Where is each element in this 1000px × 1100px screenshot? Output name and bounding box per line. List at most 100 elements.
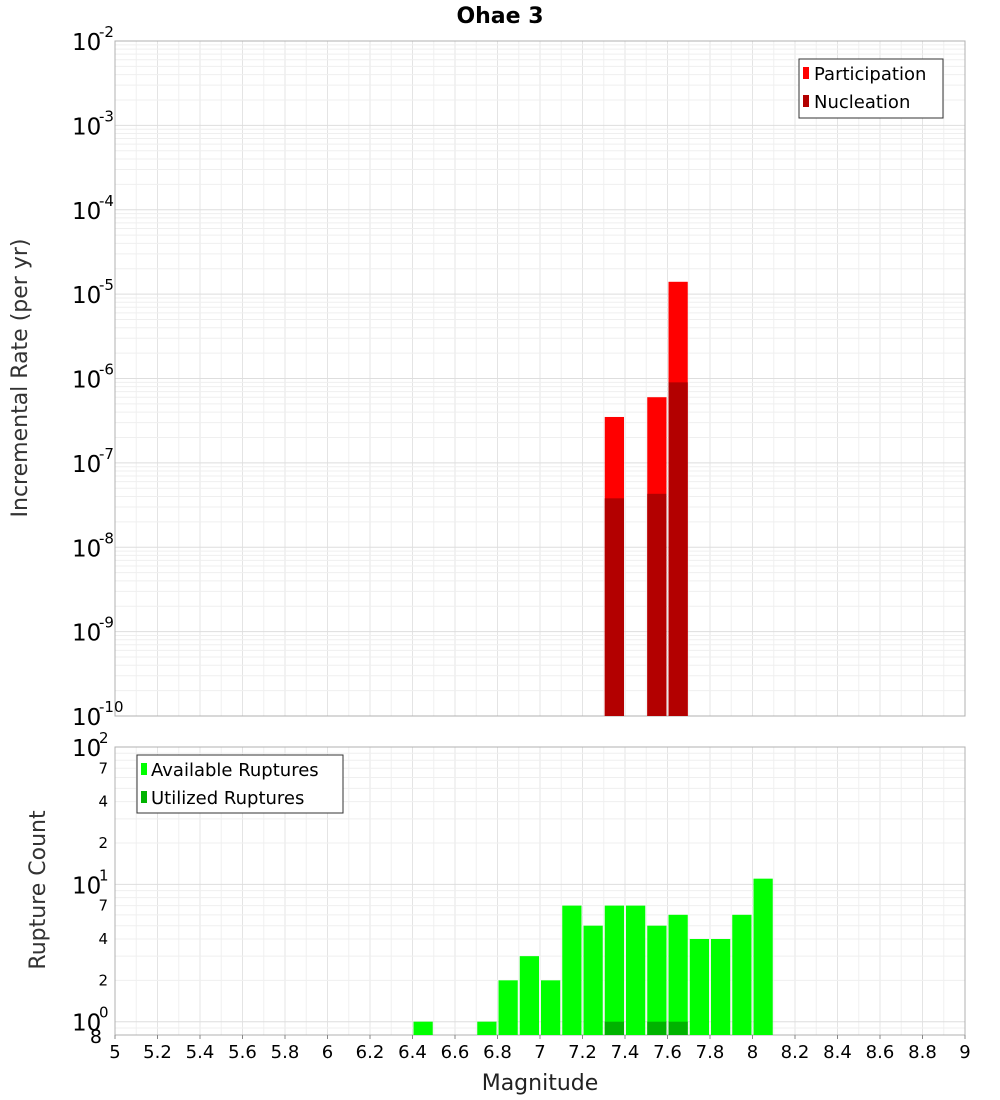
y-minor-tick-label: 2	[98, 834, 108, 852]
y-minor-tick-label: 4	[98, 793, 108, 811]
legend-swatch-nucleation	[803, 95, 809, 107]
top-plot-gridlines	[114, 40, 966, 717]
x-tick-label: 7	[534, 1042, 545, 1063]
bar-available-ruptures	[541, 980, 561, 1035]
bar-available-ruptures	[477, 1021, 497, 1035]
x-tick-label: 5.6	[228, 1042, 257, 1063]
y-tick-exponent: -2	[99, 23, 114, 41]
bar-nucleation	[668, 382, 688, 716]
top-legend-box	[798, 58, 944, 119]
bar-available-ruptures	[689, 939, 709, 1035]
bar-utilized-ruptures	[647, 1021, 667, 1035]
y-tick-label: 10-5	[72, 276, 114, 309]
y-tick-label: 10-2	[72, 23, 114, 56]
x-tick-label: 5.8	[271, 1042, 300, 1063]
bar-available-ruptures	[711, 939, 731, 1035]
y-tick-base: 10	[72, 873, 101, 899]
x-tick-label: 8.8	[908, 1042, 937, 1063]
x-tick-labels: 5 5.2 5.4 5.6 5.8 6 6.2 6.4 6.6 6.8 7 7.2 7.4 7.6 7.8 8…	[109, 1035, 971, 1063]
y-tick-exponent: -5	[99, 276, 114, 294]
y-tick-base: 10	[72, 621, 101, 647]
bar-available-ruptures	[498, 980, 518, 1035]
x-tick-label: 7.4	[611, 1042, 640, 1063]
y-tick-base: 10	[72, 705, 101, 731]
y-tick-label: 10-10	[72, 698, 124, 731]
y-tick-base: 10	[72, 114, 101, 140]
y-tick-base: 10	[72, 452, 101, 478]
y-tick-exponent: -4	[99, 192, 114, 210]
y-tick-base: 10	[72, 536, 101, 562]
bottom-y-axis-label: Rupture Count	[26, 810, 51, 970]
legend-label-nucleation: Nucleation	[814, 92, 910, 113]
y-tick-label: 102	[72, 729, 109, 762]
y-tick-exponent: -3	[99, 107, 114, 125]
y-tick-exponent: -8	[99, 529, 114, 547]
x-tick-label: 6.6	[441, 1042, 470, 1063]
y-minor-tick-label: 7	[98, 759, 108, 777]
bar-available-ruptures	[626, 905, 646, 1035]
legend-label-available: Available Ruptures	[151, 760, 319, 781]
bar-available-ruptures	[604, 905, 624, 1035]
x-tick-label: 7.6	[653, 1042, 682, 1063]
bar-nucleation	[647, 493, 667, 716]
bottom-legend-box	[136, 754, 344, 814]
y-tick-label: 10-4	[72, 192, 114, 225]
y-tick-label: 100	[72, 1004, 109, 1037]
y-tick-label: 10-6	[72, 361, 114, 394]
y-tick-exponent: -6	[99, 361, 114, 379]
x-tick-label: 8	[747, 1042, 758, 1063]
legend-swatch-utilized	[141, 791, 147, 803]
x-tick-label: 8.2	[781, 1042, 810, 1063]
bar-available-ruptures	[562, 905, 582, 1035]
top-plot-area	[114, 40, 966, 717]
bottom-plot-bars	[413, 878, 773, 1035]
bar-available-ruptures	[753, 878, 773, 1035]
x-tick-label: 6	[322, 1042, 333, 1063]
y-minor-tick-label: 8	[90, 1026, 102, 1048]
x-tick-label: 5	[109, 1042, 120, 1063]
y-tick-base: 10	[72, 30, 101, 56]
bar-nucleation	[604, 498, 624, 716]
legend-swatch-participation	[803, 67, 809, 79]
bar-available-ruptures	[583, 925, 603, 1035]
bottom-legend: Available Ruptures Utilized Ruptures	[136, 754, 344, 814]
y-tick-exponent: -9	[99, 614, 114, 632]
y-tick-base: 10	[72, 736, 101, 762]
y-tick-label: 101	[72, 866, 109, 899]
x-tick-label: 8.6	[866, 1042, 895, 1063]
x-tick-label: 5.2	[143, 1042, 172, 1063]
bar-available-ruptures	[519, 956, 539, 1035]
x-tick-label: 8.4	[823, 1042, 852, 1063]
bar-available-ruptures	[732, 914, 752, 1035]
y-tick-base: 10	[72, 199, 101, 225]
y-minor-tick-label: 4	[98, 930, 108, 948]
x-tick-label: 7.2	[568, 1042, 597, 1063]
top-plot-bars	[604, 281, 688, 716]
x-tick-label: 7.8	[696, 1042, 725, 1063]
y-tick-base: 10	[72, 1011, 101, 1037]
x-axis-label: Magnitude	[482, 1071, 599, 1096]
y-tick-exponent: -10	[99, 698, 124, 716]
y-minor-tick-label: 7	[98, 897, 108, 915]
legend-label-utilized: Utilized Ruptures	[151, 788, 304, 809]
x-tick-label: 6.4	[398, 1042, 427, 1063]
x-tick-label: 6.8	[483, 1042, 512, 1063]
y-tick-exponent: -7	[99, 445, 114, 463]
x-tick-label: 9	[959, 1042, 970, 1063]
y-minor-tick-label: 2	[98, 971, 108, 989]
y-tick-exponent: 1	[99, 866, 109, 884]
top-legend: Participation Nucleation	[798, 58, 944, 119]
y-tick-label: 10-9	[72, 614, 114, 647]
y-tick-label: 10-8	[72, 529, 114, 562]
y-tick-base: 10	[72, 368, 101, 394]
bar-utilized-ruptures	[668, 1021, 688, 1035]
chart-title: Ohae 3	[456, 4, 543, 29]
y-tick-label: 10-7	[72, 445, 114, 478]
x-tick-label: 6.2	[356, 1042, 385, 1063]
bar-available-ruptures	[647, 925, 667, 1035]
x-tick-label: 5.4	[186, 1042, 215, 1063]
